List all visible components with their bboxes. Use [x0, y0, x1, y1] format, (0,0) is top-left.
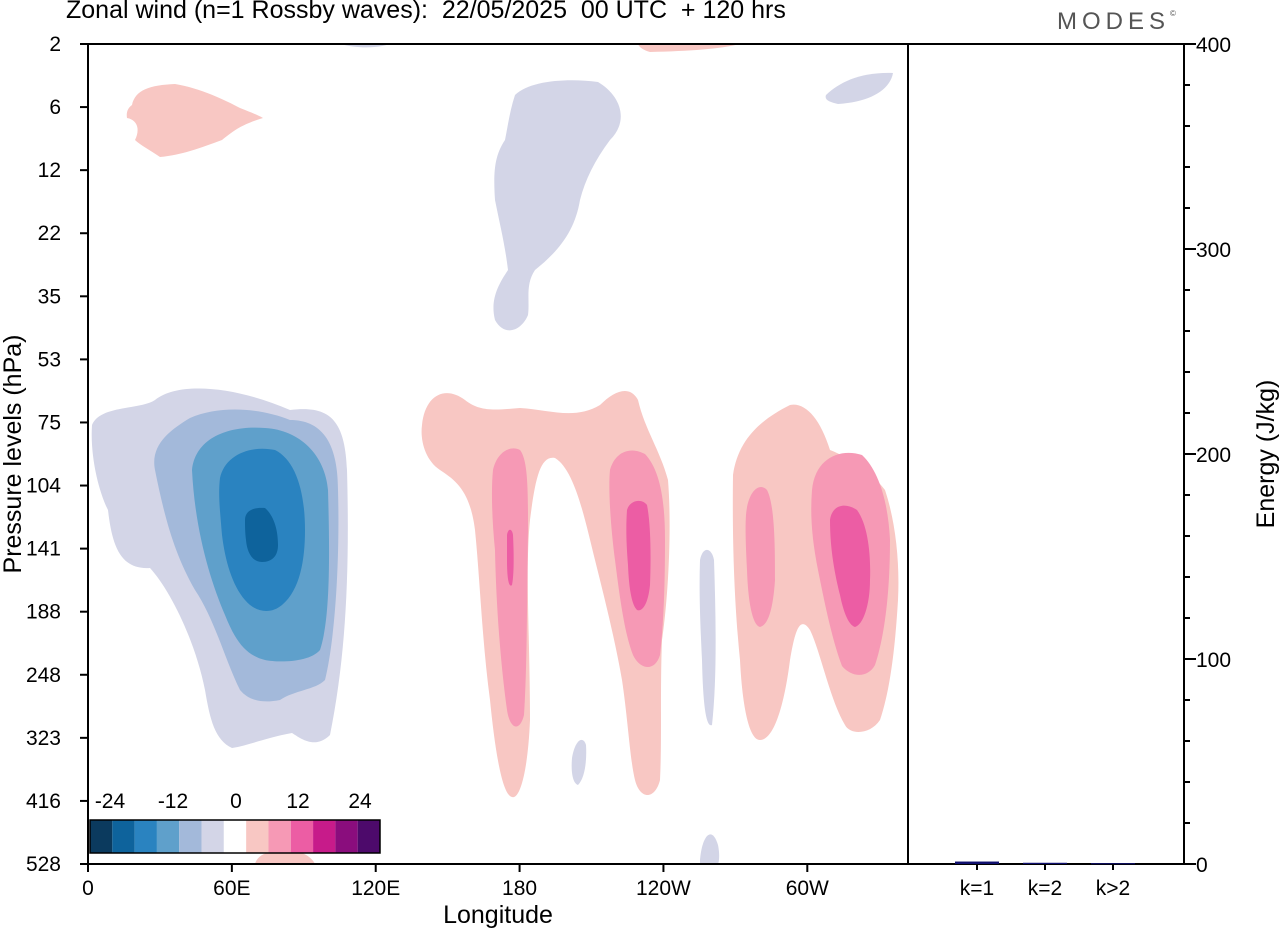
- y-tick-label: 35: [38, 285, 61, 308]
- contour-pos-2-a: [491, 448, 528, 727]
- y-tick-label: 323: [26, 727, 61, 750]
- energy-axis: 0 100 200 300 400: [1184, 34, 1231, 877]
- contour-pos-1-top-edge: [638, 44, 740, 52]
- contour-neg-upper-plume: [493, 80, 621, 331]
- contour-neg-small-4: [700, 834, 720, 864]
- contour-neg-small-3: [571, 739, 587, 785]
- energy-tick-label: 400: [1196, 34, 1231, 57]
- energy-tick-label: 300: [1196, 239, 1231, 262]
- contour-pos-3-a: [507, 529, 514, 586]
- colorbar-swatch: [335, 820, 358, 853]
- colorbar-frame: [89, 819, 381, 854]
- longitude-axis: 0 60E 120E 180 120W 60W: [82, 864, 829, 900]
- bar-category-label: k>2: [1096, 877, 1130, 900]
- energy-bar: [955, 861, 999, 864]
- x-tick-label: 0: [82, 877, 94, 900]
- bar-category-label: k=2: [1028, 877, 1062, 900]
- colorbar-swatch: [290, 820, 314, 853]
- energy-tick-label: 200: [1196, 444, 1231, 467]
- contour-pos-3-b: [626, 500, 651, 611]
- y-tick-label: 248: [26, 664, 61, 687]
- contour-pos-3-c: [830, 505, 871, 627]
- y-tick-label: 141: [26, 538, 61, 561]
- y-tick-label: 12: [38, 159, 61, 182]
- pressure-axis: 2 6 12 22 35 53 75 104 141 188 248 323 416 528: [26, 33, 88, 876]
- energy-axis-label: Energy (J/kg): [1252, 380, 1280, 529]
- chart-title: Zonal wind (n=1 Rossby waves): 22/05/202…: [66, 0, 786, 24]
- energy-bar: [1023, 862, 1067, 864]
- y-tick-label: 22: [38, 222, 61, 245]
- y-tick-label: 528: [26, 853, 61, 876]
- contour-neg-5-blob: [245, 507, 278, 562]
- contour-pos-1-blob-a: [421, 390, 670, 798]
- x-axis-label: Longitude: [443, 901, 553, 929]
- x-tick-label: 180: [502, 877, 537, 900]
- x-tick-label: 120E: [351, 877, 400, 900]
- y-axis-label: Pressure levels (hPa): [0, 335, 27, 574]
- bar-category-label: k=1: [960, 877, 994, 900]
- y-tick-label: 75: [38, 411, 61, 434]
- energy-bars: k=1 k=2 k>2: [955, 861, 1135, 900]
- colorbar-label: 0: [230, 790, 242, 813]
- x-tick-label: 60E: [213, 877, 250, 900]
- colorbar-swatch: [156, 820, 180, 853]
- brand-text: MODES: [1057, 8, 1171, 35]
- y-tick-label: 6: [49, 96, 61, 119]
- contour-neg-small-2: [699, 549, 716, 726]
- energy-tick-label: 0: [1196, 854, 1208, 877]
- modes-logo: MODES©: [1057, 8, 1176, 36]
- colorbar-label: 24: [348, 790, 372, 813]
- colorbar-label: 12: [286, 790, 309, 813]
- colorbar-swatch: [201, 820, 224, 853]
- x-tick-label: 60W: [786, 877, 829, 900]
- colorbar-swatch: [223, 820, 247, 853]
- colorbar-swatch: [357, 820, 380, 853]
- colorbar-swatch: [179, 820, 202, 853]
- colorbar: -24 -12 0 12 24: [89, 790, 381, 854]
- colorbar-swatch: [268, 820, 291, 853]
- contour-field-layer: [91, 44, 899, 864]
- y-tick-label: 53: [38, 348, 61, 371]
- energy-tick-label: 100: [1196, 649, 1231, 672]
- colorbar-label: -12: [158, 790, 188, 813]
- y-tick-label: 416: [26, 790, 61, 813]
- colorbar-swatch: [134, 820, 157, 853]
- energy-bar: [1091, 863, 1135, 865]
- y-tick-label: 188: [26, 601, 61, 624]
- x-tick-label: 120W: [636, 877, 691, 900]
- colorbar-swatch: [313, 820, 336, 853]
- colorbar-swatch: [112, 820, 135, 853]
- copyright-mark: ©: [1170, 9, 1176, 18]
- contour-pos-2-c: [745, 487, 775, 627]
- colorbar-swatch: [246, 820, 269, 853]
- y-tick-label: 2: [49, 33, 61, 56]
- colorbar-label: -24: [95, 790, 126, 813]
- contour-pos-1-upper-left: [126, 84, 263, 157]
- contour-neg-small-1: [825, 72, 893, 104]
- y-tick-label: 104: [26, 475, 61, 498]
- colorbar-swatch: [90, 820, 113, 853]
